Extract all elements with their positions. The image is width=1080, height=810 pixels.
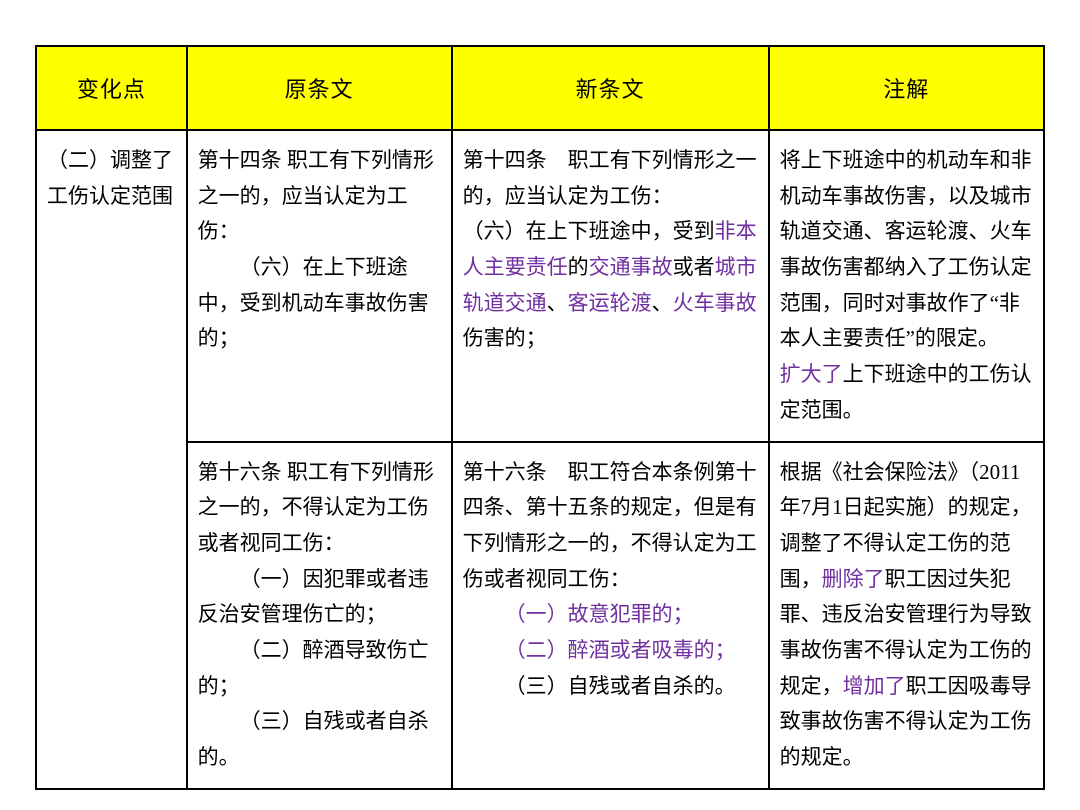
header-note: 注解 (769, 46, 1044, 130)
header-original: 原条文 (187, 46, 452, 130)
header-new: 新条文 (452, 46, 769, 130)
note2-d: 增加了 (843, 674, 906, 698)
new2-p4: （三）自残或者自杀的。 (463, 669, 758, 705)
new-p2c: 的 (568, 255, 589, 279)
note-p1: 将上下班途中的机动车和非机动车事故伤害，以及城市轨道交通、客运轮渡、火车事故伤害… (780, 148, 1032, 350)
new-p2k: 伤害的； (463, 326, 547, 350)
note-p2a: 扩大了 (780, 362, 843, 386)
header-change: 变化点 (36, 46, 187, 130)
new-p2a: （六）在上下班途中，受到 (463, 219, 715, 243)
cell-new: 第十四条 职工有下列情形之一的，应当认定为工伤： （六）在上下班途中，受到非本人… (452, 130, 769, 442)
orig2-p4: （三）自残或者自杀的。 (198, 704, 441, 775)
cell-note: 将上下班途中的机动车和非机动车事故伤害，以及城市轨道交通、客运轮渡、火车事故伤害… (769, 130, 1044, 442)
change-text: （二）调整了工伤认定范围 (47, 148, 173, 208)
cell-new: 第十六条 职工符合本条例第十四条、第十五条的规定，但是有下列情形之一的，不得认定… (452, 442, 769, 789)
orig2-p2: （一）因犯罪或者违反治安管理伤亡的； (198, 562, 441, 633)
cell-change: （二）调整了工伤认定范围 (36, 130, 187, 789)
new2-p2: （一）故意犯罪的； (463, 597, 758, 633)
cell-original: 第十六条 职工有下列情形之一的，不得认定为工伤或者视同工伤： （一）因犯罪或者违… (187, 442, 452, 789)
table-row: 第十六条 职工有下列情形之一的，不得认定为工伤或者视同工伤： （一）因犯罪或者违… (36, 442, 1044, 789)
new-p2i: 、 (652, 291, 673, 315)
new-p2e: 或者 (673, 255, 715, 279)
cell-original: 第十四条 职工有下列情形之一的，应当认定为工伤： （六）在上下班途中，受到机动车… (187, 130, 452, 442)
new2-p3: （二）醉酒或者吸毒的； (463, 633, 758, 669)
table-header-row: 变化点 原条文 新条文 注解 (36, 46, 1044, 130)
note2-b: 删除了 (822, 567, 885, 591)
orig2-p3: （二）醉酒导致伤亡的； (198, 633, 441, 704)
orig-p1: 第十四条 职工有下列情形之一的，应当认定为工伤： (198, 148, 434, 243)
new-p2g: 、 (547, 291, 568, 315)
cell-note: 根据《社会保险法》（2011年7月1日起实施）的规定，调整了不得认定工伤的范围，… (769, 442, 1044, 789)
new-p2h: 客运轮渡 (568, 291, 652, 315)
comparison-table: 变化点 原条文 新条文 注解 （二）调整了工伤认定范围 第十四条 职工有下列情形… (35, 45, 1045, 790)
table-row: （二）调整了工伤认定范围 第十四条 职工有下列情形之一的，应当认定为工伤： （六… (36, 130, 1044, 442)
new-p2j: 火车事故 (673, 291, 757, 315)
new-p2d: 交通事故 (589, 255, 673, 279)
orig2-p1: 第十六条 职工有下列情形之一的，不得认定为工伤或者视同工伤： (198, 460, 434, 555)
new2-p1: 第十六条 职工符合本条例第十四条、第十五条的规定，但是有下列情形之一的，不得认定… (463, 460, 757, 591)
orig-p2: （六）在上下班途中，受到机动车事故伤害的； (198, 250, 441, 357)
new-p1: 第十四条 职工有下列情形之一的，应当认定为工伤： (463, 148, 757, 208)
